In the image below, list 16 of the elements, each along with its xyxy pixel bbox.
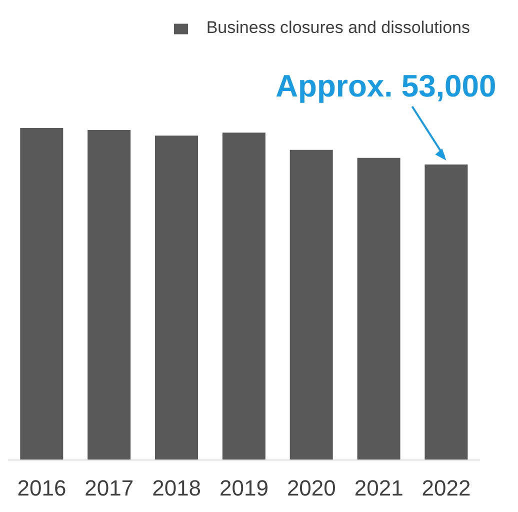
bar [290, 150, 333, 460]
x-tick-label: 2021 [354, 476, 404, 501]
x-tick-label: 2016 [17, 476, 66, 501]
bar [88, 130, 131, 460]
x-tick-label: 2017 [84, 476, 134, 501]
x-tick-label: 2022 [422, 476, 471, 501]
x-tick-label: 2020 [286, 476, 336, 501]
bar [357, 158, 400, 460]
bar [20, 128, 64, 460]
x-tick-label: 2018 [152, 476, 202, 501]
bar [222, 132, 266, 460]
legend-label: Business closures and dissolutions [206, 18, 470, 37]
x-tick-label: 2019 [220, 476, 268, 501]
text: Approx. 53,000 [276, 68, 496, 104]
bar [424, 164, 468, 460]
bar [154, 136, 198, 460]
